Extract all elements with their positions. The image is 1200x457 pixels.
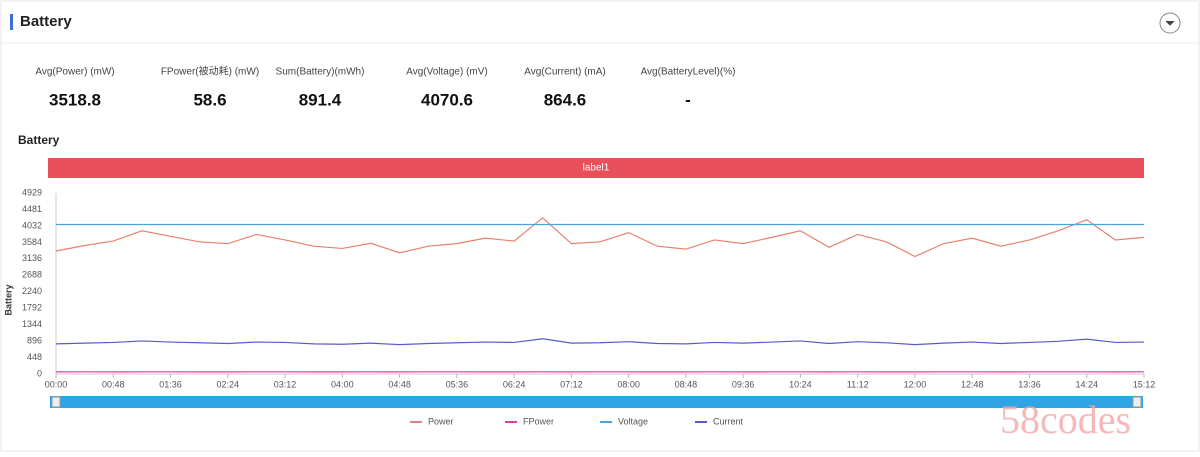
y-tick-label: 448 xyxy=(27,352,42,362)
y-tick-label: 896 xyxy=(27,335,42,345)
x-tick-label: 07:12 xyxy=(560,379,583,389)
watermark: 58codes xyxy=(1000,397,1131,442)
x-tick-label: 02:24 xyxy=(217,379,240,389)
chart-title: Battery xyxy=(18,133,60,147)
x-tick-label: 11:12 xyxy=(847,379,869,389)
x-tick-label: 06:24 xyxy=(503,379,526,389)
y-tick-label: 4032 xyxy=(22,220,42,230)
stat-label: Avg(Current) (mA) xyxy=(524,67,606,78)
x-tick-label: 12:00 xyxy=(904,379,927,389)
legend-label: FPower xyxy=(523,416,554,426)
legend-label: Voltage xyxy=(618,416,648,426)
stat-value: 4070.6 xyxy=(421,90,473,109)
stat-value: 58.6 xyxy=(193,90,226,109)
y-tick-label: 1792 xyxy=(22,303,42,313)
header-accent xyxy=(10,14,13,30)
collapse-button[interactable] xyxy=(1160,13,1180,33)
y-tick-label: 2240 xyxy=(22,286,42,296)
x-tick-label: 09:36 xyxy=(732,379,755,389)
label-band-text: label1 xyxy=(583,163,610,174)
x-tick-label: 00:48 xyxy=(102,379,125,389)
x-tick-label: 14:24 xyxy=(1075,379,1098,389)
y-tick-label: 4481 xyxy=(22,204,42,214)
legend-label: Power xyxy=(428,416,454,426)
stat-label: Avg(Power) (mW) xyxy=(35,67,114,78)
x-tick-label: 15:12 xyxy=(1133,379,1156,389)
x-tick-label: 10:24 xyxy=(789,379,812,389)
x-tick-label: 12:48 xyxy=(961,379,984,389)
y-tick-label: 0 xyxy=(37,368,42,378)
y-tick-label: 3584 xyxy=(22,237,42,247)
x-tick-label: 05:36 xyxy=(446,379,469,389)
x-tick-label: 01:36 xyxy=(159,379,182,389)
range-slider[interactable] xyxy=(50,396,1143,408)
y-tick-label: 1344 xyxy=(22,319,42,329)
stat-value: - xyxy=(685,90,691,109)
y-tick-label: 4929 xyxy=(22,187,42,197)
x-tick-label: 08:00 xyxy=(617,379,640,389)
x-tick-label: 04:00 xyxy=(331,379,354,389)
x-tick-label: 08:48 xyxy=(675,379,698,389)
stat-value: 3518.8 xyxy=(49,90,101,109)
stat-label: Avg(BatteryLevel)(%) xyxy=(641,67,736,78)
x-tick-label: 13:36 xyxy=(1018,379,1041,389)
stat-label: Sum(Battery)(mWh) xyxy=(276,67,365,78)
panel-title: Battery xyxy=(20,13,72,30)
y-tick-label: 2688 xyxy=(22,270,42,280)
y-axis-label: Battery xyxy=(3,284,13,315)
x-tick-label: 03:12 xyxy=(274,379,297,389)
x-tick-label: 00:00 xyxy=(45,379,68,389)
legend-label: Current xyxy=(713,416,744,426)
stat-value: 891.4 xyxy=(299,90,342,109)
y-tick-label: 3136 xyxy=(22,253,42,263)
stat-value: 864.6 xyxy=(544,90,587,109)
x-tick-label: 04:48 xyxy=(388,379,411,389)
stat-label: FPower(被动耗) (mW) xyxy=(161,65,259,78)
stat-label: Avg(Voltage) (mV) xyxy=(406,67,488,78)
